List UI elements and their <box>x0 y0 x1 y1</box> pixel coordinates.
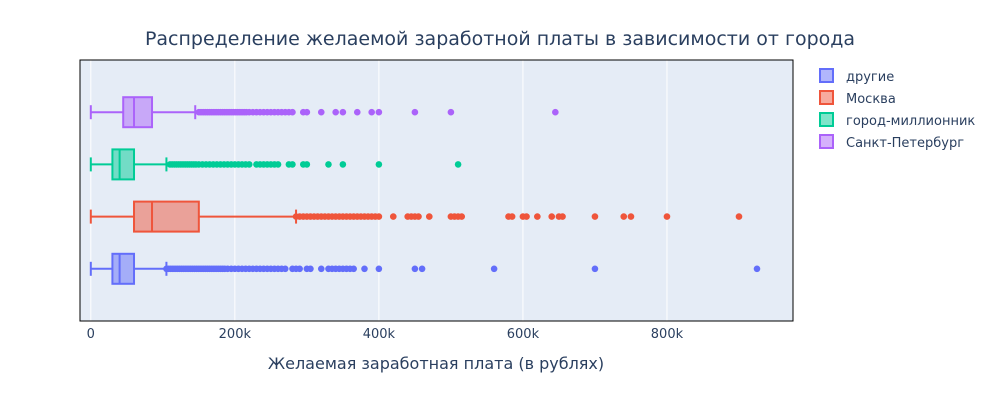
box-iqr <box>111 252 136 285</box>
outlier-point <box>307 265 314 273</box>
outliers <box>163 265 761 273</box>
outlier-point <box>458 213 466 220</box>
box-3[interactable] <box>89 96 559 129</box>
outlier-point <box>591 213 599 220</box>
outlier-point <box>620 213 628 220</box>
box-0[interactable] <box>89 252 761 285</box>
legend-swatch <box>819 68 834 83</box>
outlier-point <box>350 265 357 273</box>
outlier-point <box>411 108 419 116</box>
outliers <box>166 161 462 168</box>
plot-area <box>80 60 793 321</box>
legend-label: Санкт-Петербург <box>846 136 964 151</box>
outlier-point <box>735 213 743 220</box>
x-tick-label: 0 <box>87 327 95 342</box>
outlier-point <box>415 213 422 220</box>
outlier-point <box>411 265 419 273</box>
outlier-point <box>534 213 541 220</box>
x-tick-label: 800k <box>651 327 684 342</box>
legend-item[interactable]: Санкт-Петербург <box>819 134 964 151</box>
outlier-point <box>361 265 368 273</box>
outlier-point <box>389 213 397 220</box>
x-tick-labels: 0 200k 400k 600k 800k <box>87 327 684 342</box>
outlier-point <box>454 161 462 168</box>
legend-label: другие <box>846 70 894 85</box>
outliers <box>292 213 743 220</box>
legend-label: Москва <box>846 92 896 107</box>
outlier-point <box>418 265 426 273</box>
outlier-point <box>317 265 325 273</box>
outlier-point <box>425 213 433 220</box>
outlier-point <box>591 265 599 273</box>
boxes <box>89 96 761 285</box>
outlier-point <box>368 108 375 116</box>
legend-label: город-миллионник <box>846 114 975 129</box>
x-axis-title: Желаемая заработная плата (в рублях) <box>268 354 604 373</box>
outlier-point <box>353 108 361 116</box>
outlier-point <box>303 108 311 116</box>
x-tick-label: 200k <box>219 327 252 342</box>
box-iqr <box>122 96 154 129</box>
outlier-point <box>508 213 516 220</box>
outlier-point <box>753 265 761 273</box>
outlier-point <box>325 161 332 168</box>
legend-item[interactable]: город-миллионник <box>819 112 975 129</box>
plot-border <box>79 59 794 322</box>
box-iqr <box>111 148 136 181</box>
outlier-point <box>317 108 325 116</box>
outlier-point <box>627 213 635 220</box>
legend[interactable]: другие Москва город-миллионник Санкт-Петерб… <box>819 68 975 151</box>
outlier-point <box>447 108 455 116</box>
outlier-point <box>375 265 383 273</box>
outlier-point <box>289 108 296 116</box>
gridlines <box>90 60 668 321</box>
outlier-point <box>339 161 347 168</box>
legend-item[interactable]: другие <box>819 68 894 85</box>
x-tick-label: 600k <box>507 327 540 342</box>
outlier-point <box>303 161 311 168</box>
outlier-point <box>281 265 289 273</box>
outlier-point <box>339 108 347 116</box>
box-iqr <box>133 200 200 233</box>
box-1[interactable] <box>89 200 743 233</box>
box-2[interactable] <box>89 148 462 181</box>
outlier-point <box>490 265 498 273</box>
chart-title: Распределение желаемой заработной платы … <box>145 28 855 50</box>
outlier-point <box>296 265 303 273</box>
outlier-point <box>523 213 530 220</box>
outlier-point <box>332 108 339 116</box>
outlier-point <box>375 108 383 116</box>
outlier-point <box>245 161 253 168</box>
outliers <box>195 108 559 116</box>
outlier-point <box>663 213 671 220</box>
legend-swatch <box>819 134 834 149</box>
outlier-point <box>289 161 296 168</box>
outlier-point <box>559 213 566 220</box>
outlier-point <box>274 161 282 168</box>
outlier-point <box>375 161 383 168</box>
x-tick-label: 400k <box>363 327 396 342</box>
legend-swatch <box>819 112 834 127</box>
outlier-point <box>375 213 383 220</box>
outlier-point <box>548 213 556 220</box>
outlier-point <box>552 108 559 116</box>
legend-swatch <box>819 90 834 105</box>
legend-item[interactable]: Москва <box>819 90 896 107</box>
